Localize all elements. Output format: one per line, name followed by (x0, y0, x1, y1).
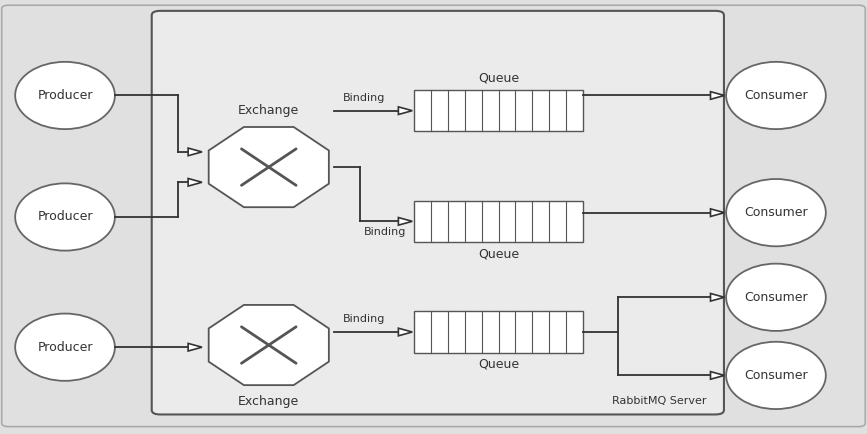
FancyBboxPatch shape (2, 5, 865, 427)
Text: Queue: Queue (478, 358, 519, 371)
Ellipse shape (727, 263, 825, 331)
Polygon shape (398, 328, 412, 336)
Ellipse shape (15, 313, 114, 381)
Polygon shape (209, 127, 329, 207)
Bar (414, 201, 583, 242)
Text: RabbitMQ Server: RabbitMQ Server (612, 396, 707, 406)
Text: Consumer: Consumer (744, 206, 808, 219)
Text: Exchange: Exchange (238, 104, 299, 117)
Polygon shape (398, 217, 412, 225)
Ellipse shape (727, 342, 825, 409)
Text: Producer: Producer (37, 89, 93, 102)
Text: Producer: Producer (37, 341, 93, 354)
Text: Consumer: Consumer (744, 89, 808, 102)
Bar (414, 312, 583, 352)
Text: Binding: Binding (342, 93, 385, 103)
Text: Exchange: Exchange (238, 395, 299, 408)
Text: Consumer: Consumer (744, 291, 808, 304)
Text: Queue: Queue (478, 72, 519, 85)
Ellipse shape (727, 179, 825, 246)
Polygon shape (711, 92, 724, 99)
Text: Binding: Binding (364, 227, 407, 237)
Polygon shape (711, 209, 724, 217)
Polygon shape (398, 107, 412, 115)
Ellipse shape (727, 62, 825, 129)
Polygon shape (188, 343, 202, 351)
Text: Producer: Producer (37, 210, 93, 224)
Ellipse shape (15, 62, 114, 129)
Polygon shape (188, 178, 202, 186)
Text: Queue: Queue (478, 247, 519, 260)
Bar (414, 90, 583, 131)
Ellipse shape (15, 183, 114, 250)
Text: Binding: Binding (342, 314, 385, 324)
Polygon shape (711, 293, 724, 301)
Polygon shape (209, 305, 329, 385)
Text: Consumer: Consumer (744, 369, 808, 382)
Polygon shape (711, 372, 724, 379)
FancyBboxPatch shape (152, 11, 724, 414)
Polygon shape (188, 148, 202, 156)
